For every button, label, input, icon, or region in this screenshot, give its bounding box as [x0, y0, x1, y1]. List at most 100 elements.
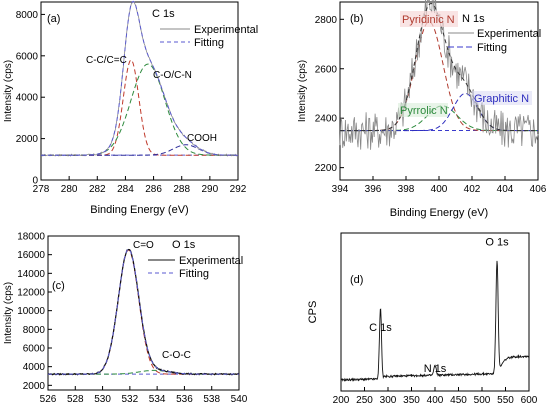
- y-tick-label: 2000: [16, 134, 39, 145]
- x-tick-label: 292: [230, 184, 247, 195]
- y-tick-label: 2200: [315, 163, 338, 174]
- panel-c-legend-fitting: Fitting: [179, 268, 209, 280]
- panel-a-frame: [40, 1, 239, 181]
- peak-label-co-double: C=O: [133, 240, 154, 251]
- x-tick-label: 284: [117, 184, 134, 195]
- x-tick-label: 396: [365, 184, 382, 195]
- peak-label-coc: C-O-C: [162, 350, 191, 361]
- x-tick-label: 528: [67, 394, 84, 405]
- peak-label-graphitic: Graphitic N: [474, 93, 529, 105]
- panel-c-ticks: 526 528 530 532 534 536 538 540 2000 4000 6000 8000…: [17, 232, 248, 406]
- panel-c-legend-experimental: Experimental: [179, 255, 243, 267]
- y-tick-label: 6000: [16, 51, 39, 62]
- x-tick-label: 530: [94, 394, 111, 405]
- y-tick-label: 18000: [17, 232, 45, 243]
- panel-d: 200 250 300 350 400 450 500 550 600 C 1s N 1s O 1s…: [307, 232, 538, 406]
- experimental-line: [47, 248, 240, 376]
- x-tick-label: 526: [40, 394, 57, 405]
- panel-b-title: N 1s: [462, 13, 485, 25]
- x-tick-label: 538: [203, 394, 220, 405]
- x-tick-label: 394: [332, 184, 349, 195]
- survey-line: [340, 260, 529, 383]
- x-tick-label: 400: [427, 395, 444, 406]
- panel-d-ylabel: CPS: [307, 301, 319, 324]
- y-tick-label: 8000: [16, 10, 39, 21]
- panel-c-ylabel: Intensity (cps): [3, 282, 14, 344]
- peak-label-cooh: COOH: [187, 133, 217, 144]
- panel-a-ticks: 278 280 282 284 286 288 290 292 0 2000 4000 6000 800…: [16, 10, 247, 195]
- panel-c-label: (c): [52, 280, 65, 292]
- panel-a-legend-experimental: Experimental: [194, 24, 258, 36]
- x-tick-label: 404: [497, 184, 514, 195]
- x-tick-label: 534: [149, 394, 166, 405]
- panel-c-title: O 1s: [172, 239, 196, 251]
- x-tick-label: 290: [202, 184, 219, 195]
- panel-c-curves: [47, 248, 240, 376]
- x-tick-label: 536: [176, 394, 193, 405]
- panel-b-xlabel: Binding Energy (eV): [390, 207, 488, 219]
- y-tick-label: 4000: [16, 93, 39, 104]
- panel-b-ylabel: Intensity (cps): [297, 60, 308, 122]
- y-tick-label: 16000: [17, 250, 45, 261]
- panel-a-xlabel: Binding Energy (eV): [90, 204, 188, 216]
- peak-label-co: C-O/C-N: [153, 70, 192, 81]
- fitting-line: [41, 0, 238, 156]
- y-tick-label: 2000: [23, 381, 46, 392]
- y-tick-label: 6000: [23, 344, 46, 355]
- peak-label-pyrrolic: Pyrrolic N: [400, 105, 448, 117]
- y-tick-label: 10000: [17, 306, 45, 317]
- x-tick-label: 540: [231, 394, 248, 405]
- peak-label-pyridinic: Pyridinic N: [402, 14, 455, 26]
- survey-peak-label: C 1s: [369, 322, 392, 334]
- x-tick-label: 600: [521, 395, 538, 406]
- panel-d-ticks: 200 250 300 350 400 450 500 550 600: [333, 387, 538, 406]
- panel-a: 278 280 282 284 286 288 290 292 0 2000 4000 6000 800…: [3, 0, 258, 216]
- panel-b-ticks: 394 396 398 400 402 404 406 2200 2400 2600 2800: [315, 15, 547, 195]
- x-tick-label: 550: [497, 395, 514, 406]
- graphitic-label-highlight: [472, 91, 532, 105]
- x-tick-label: 300: [380, 395, 397, 406]
- x-tick-label: 532: [122, 394, 139, 405]
- panel-b-legend-fitting: Fitting: [477, 42, 507, 54]
- x-tick-label: 350: [403, 395, 420, 406]
- panel-d-label: (d): [350, 274, 363, 286]
- x-tick-label: 280: [61, 184, 78, 195]
- x-tick-label: 282: [89, 184, 106, 195]
- y-tick-label: 4000: [23, 362, 46, 373]
- panel-a-ylabel: Intensity (cps): [3, 60, 14, 122]
- y-tick-label: 8000: [23, 325, 46, 336]
- panel-a-legend-fitting: Fitting: [194, 37, 224, 49]
- fitting-line: [340, 2, 538, 132]
- fitting-line: [48, 248, 239, 375]
- panel-c: 526 528 530 532 534 536 538 540 2000 4000 6000 8000…: [3, 232, 248, 406]
- x-tick-label: 288: [173, 184, 190, 195]
- y-tick-label: 14000: [17, 269, 45, 280]
- x-tick-label: 400: [431, 184, 448, 195]
- pyrrolic-label-highlight: [398, 103, 448, 117]
- x-tick-label: 398: [398, 184, 415, 195]
- x-tick-label: 278: [33, 184, 50, 195]
- component-peak-line: [41, 144, 238, 156]
- panel-a-label: (a): [47, 13, 60, 25]
- y-tick-label: 2800: [315, 15, 338, 26]
- x-tick-label: 286: [145, 184, 162, 195]
- panel-a-curves: [40, 0, 239, 157]
- panel-d-curves: C 1s N 1s O 1s: [340, 237, 529, 383]
- y-tick-label: 12000: [17, 288, 45, 299]
- x-tick-label: 406: [530, 184, 547, 195]
- x-tick-label: 402: [464, 184, 481, 195]
- x-tick-label: 200: [333, 395, 350, 406]
- y-tick-label: 2600: [315, 64, 338, 75]
- pyridinic-label-highlight: [400, 11, 458, 27]
- peak-label-cc: C-C/C=C: [86, 55, 127, 66]
- panel-b-label: (b): [350, 13, 363, 25]
- panel-b-legend-experimental: Experimental: [477, 28, 541, 40]
- y-tick-label: 2400: [315, 114, 338, 125]
- component-peak-line: [48, 249, 239, 375]
- panel-a-title: C 1s: [152, 8, 175, 20]
- panel-c-frame: [47, 235, 240, 391]
- x-tick-label: 450: [450, 395, 467, 406]
- y-tick-label: 0: [32, 176, 38, 187]
- survey-peak-label: O 1s: [485, 237, 509, 249]
